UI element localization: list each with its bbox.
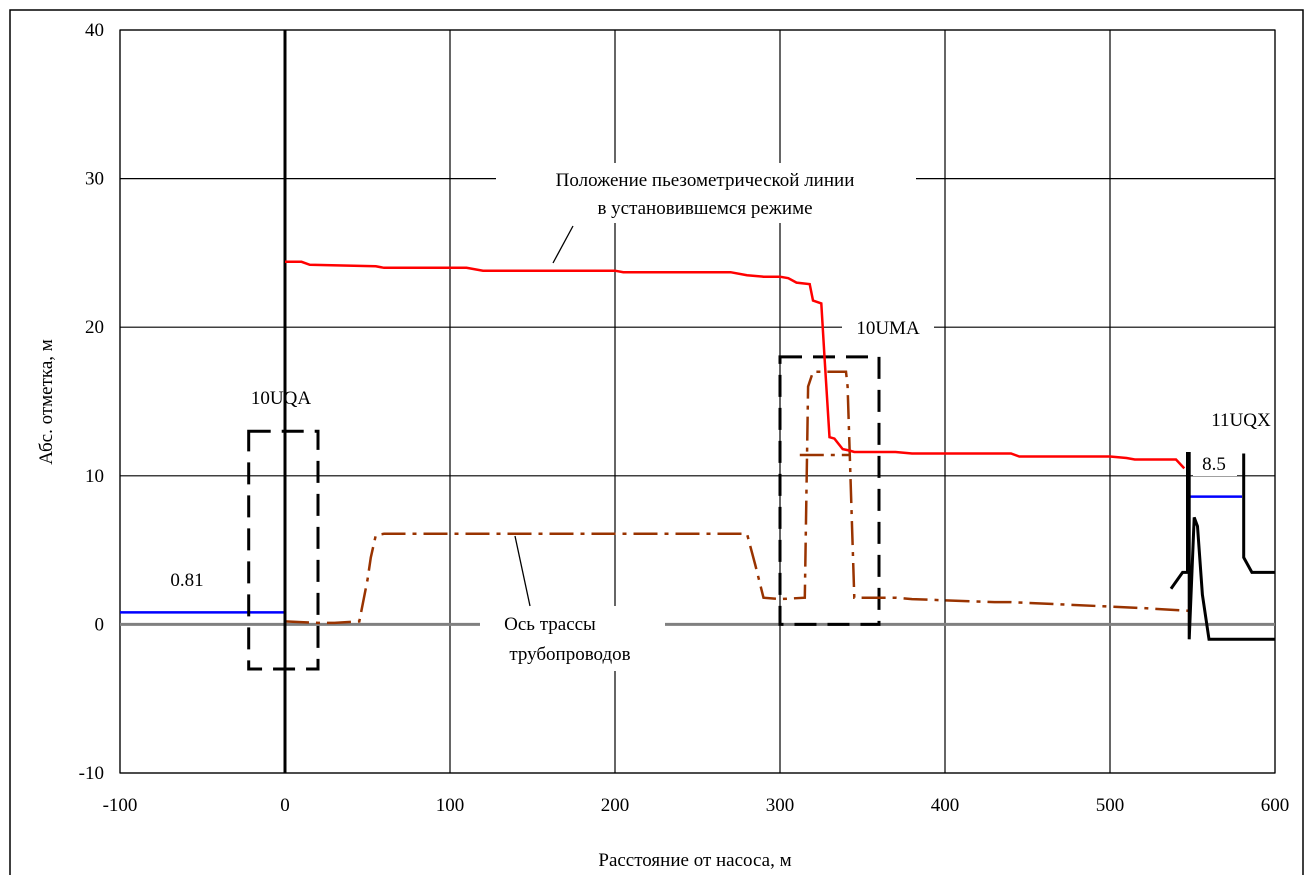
level-label-right-text: 8.5 — [1202, 454, 1226, 475]
y-tick-label: 20 — [85, 317, 104, 338]
box-10uma-structure — [778, 355, 881, 626]
box-10uqa-structure — [247, 429, 320, 671]
pipeline-line — [284, 370, 1193, 625]
x-tick-label: 500 — [1096, 795, 1125, 816]
tag-10uqa: 10UQA — [251, 388, 311, 409]
tank-11uqx-right-wall — [1242, 453, 1275, 574]
data-series — [120, 30, 1275, 773]
level-label-right: 8.5 — [1193, 450, 1237, 476]
y-tick-label: 30 — [85, 169, 104, 190]
x-tick-label: 300 — [766, 795, 795, 816]
y-axis-title: Абс. отметка, м — [36, 339, 57, 465]
tag-10uma: 10UMA — [856, 318, 920, 339]
y-tick-label: -10 — [79, 763, 104, 784]
x-axis-title: Расстояние от насоса, м — [598, 850, 791, 871]
level-label-left: 0.81 — [170, 570, 203, 591]
route-axis-label-line1: Ось трассы — [504, 614, 596, 635]
x-tick-label: 100 — [436, 795, 465, 816]
x-tick-label: 0 — [280, 795, 290, 816]
y-tick-label: 0 — [95, 614, 105, 635]
x-tick-label: 600 — [1261, 795, 1290, 816]
x-tick-label: 200 — [601, 795, 630, 816]
y-tick-label: 10 — [85, 466, 104, 487]
tank-11uqx-outline — [1169, 452, 1275, 641]
annotation-route-axis: Ось трассы трубопроводов — [480, 535, 665, 671]
x-tick-label: -100 — [103, 795, 138, 816]
y-tick-label: 40 — [85, 20, 104, 41]
outer-frame — [9, 9, 1304, 875]
annotation-10uma: 10UMA — [842, 313, 934, 341]
route-axis-label-line2: трубопроводов — [509, 644, 630, 665]
piezometric-label-line2: в установившемся режиме — [597, 198, 812, 219]
piezometric-line — [285, 260, 1186, 470]
piezometric-label-line1: Положение пьезометрической линии — [556, 170, 855, 191]
x-tick-label: 400 — [931, 795, 960, 816]
tag-11uqx: 11UQX — [1211, 410, 1271, 431]
annotation-piezometric: Положение пьезометрической линии в устан… — [496, 163, 916, 264]
